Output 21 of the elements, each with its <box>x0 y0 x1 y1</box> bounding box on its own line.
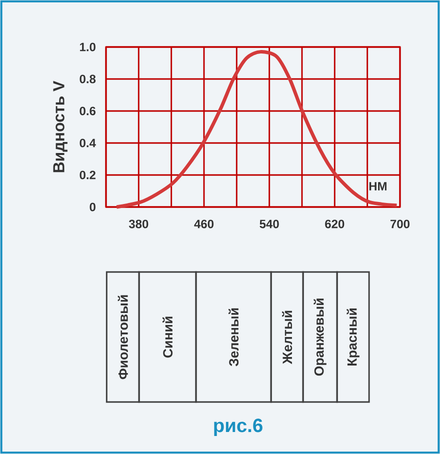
x-axis-title: НМ <box>369 182 386 190</box>
y-tick-label: 0.6 <box>80 106 96 116</box>
y-tick-label: 0.8 <box>80 74 96 84</box>
x-tick-label: 540 <box>260 220 279 228</box>
x-tick-label: 380 <box>128 220 148 228</box>
x-tick-label: 700 <box>390 220 410 228</box>
x-tick-label: 460 <box>194 220 214 228</box>
text: Красный <box>346 308 360 366</box>
line-series <box>114 50 398 209</box>
text: Зеленый <box>228 308 239 366</box>
text: Фиолетовый <box>118 295 128 380</box>
y-axis-title: Видность V <box>53 80 68 172</box>
text: Синий <box>162 316 173 358</box>
y-tick-label: 0.2 <box>80 170 96 180</box>
y-tick-label: 0.4 <box>80 138 96 148</box>
text: Желтый <box>282 310 292 364</box>
y-tick-label: 1.0 <box>80 42 96 52</box>
y-tick-label: 0 <box>90 202 96 212</box>
text: Оранжевый <box>314 298 326 376</box>
x-tick-label: 620 <box>325 220 344 228</box>
text: рис.6 <box>214 418 262 436</box>
